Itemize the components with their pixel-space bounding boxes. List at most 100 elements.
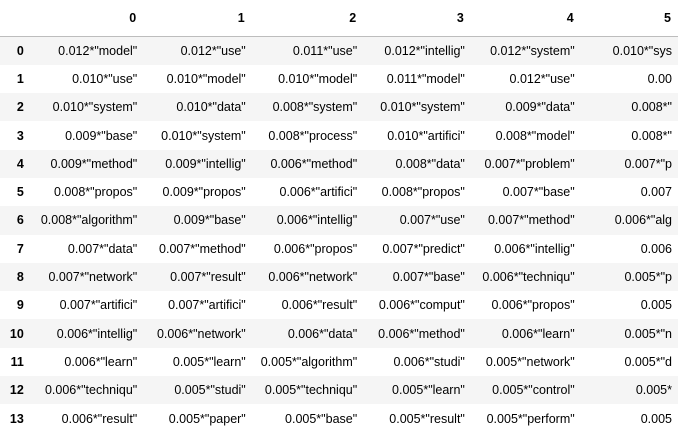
table-cell: 0.007*"problem"	[484, 156, 575, 171]
table-row: 12 0.006*"techniqu" 0.005*"studi" 0.005*"te…	[0, 376, 678, 405]
table-cell: 0.005	[640, 298, 672, 313]
table-cell: 0.008*"model"	[495, 128, 575, 143]
table-cell: 0.009*"data"	[505, 100, 575, 115]
row-index: 7	[16, 241, 24, 256]
table-cell: 0.008*"propos"	[381, 185, 465, 200]
table-cell: 0.007*"use"	[399, 213, 465, 228]
table-cell: 0.005*"techniqu"	[264, 383, 358, 398]
table-cell: 0.010*"use"	[72, 71, 138, 86]
table-cell: 0.005*"studi"	[174, 383, 246, 398]
table-cell: 0.006*"intellig"	[494, 241, 575, 256]
row-index: 10	[9, 326, 24, 341]
table-cell: 0.008*"	[631, 100, 672, 115]
table-cell: 0.012*"intellig"	[384, 43, 465, 58]
table-cell: 0.005*"paper"	[168, 411, 246, 426]
table-cell: 0.006*"artifici"	[279, 185, 358, 200]
table-cell: 0.005*"p	[624, 270, 672, 285]
row-index: 1	[16, 71, 24, 86]
column-header: 5	[580, 0, 678, 37]
table-cell: 0.005*"perform"	[486, 411, 575, 426]
table-row: 13 0.006*"result" 0.005*"paper" 0.005*"base…	[0, 404, 678, 433]
table-cell: 0.006*"learn"	[501, 326, 575, 341]
row-index: 13	[9, 411, 24, 426]
table-cell: 0.005*"algorithm"	[260, 354, 358, 369]
table-cell: 0.007*"data"	[67, 241, 138, 256]
table-cell: 0.012*"use"	[509, 71, 575, 86]
table-cell: 0.007*"predict"	[382, 241, 465, 256]
table-cell: 0.006*"intellig"	[276, 213, 358, 228]
row-index: 5	[16, 185, 24, 200]
table-cell: 0.006*"intellig"	[56, 326, 138, 341]
table-cell: 0.006*"propos"	[491, 298, 575, 313]
table-row: 3 0.009*"base" 0.010*"system" 0.008*"proces…	[0, 121, 678, 150]
row-index: 3	[16, 128, 24, 143]
table-cell: 0.007*"base"	[502, 185, 575, 200]
table-cell: 0.006*"learn"	[64, 354, 138, 369]
column-header: 2	[251, 0, 364, 37]
table-cell: 0.006*"alg	[614, 213, 672, 228]
table-cell: 0.005*"learn"	[172, 354, 246, 369]
table-row: 8 0.007*"network" 0.007*"result" 0.006*"net…	[0, 262, 678, 292]
table-cell: 0.006	[640, 241, 672, 256]
table-cell: 0.008*"system"	[272, 100, 358, 115]
table-cell: 0.008*"propos"	[54, 185, 138, 200]
row-index: 8	[16, 270, 24, 285]
row-index: 9	[16, 298, 24, 313]
column-header: 4	[470, 0, 581, 37]
column-header: 1	[143, 0, 252, 37]
table-cell: 0.006*"studi"	[393, 354, 465, 369]
table-cell: 0.006*"techniqu"	[44, 383, 138, 398]
row-index: 2	[16, 100, 24, 115]
table-row: 11 0.006*"learn" 0.005*"learn" 0.005*"algor…	[0, 347, 678, 377]
table-cell: 0.011*"model"	[386, 71, 465, 86]
table-cell: 0.005*"base"	[285, 411, 358, 426]
table-cell: 0.008*"	[631, 128, 672, 143]
table-cell: 0.007*"p	[624, 156, 672, 171]
column-header: 0	[31, 0, 144, 37]
table-cell: 0.010*"model"	[278, 71, 358, 86]
row-index: 12	[9, 383, 24, 398]
row-index: 6	[16, 213, 24, 228]
row-index: 11	[10, 354, 24, 369]
table-cell: 0.005*"control"	[492, 383, 575, 398]
table-row: 1 0.010*"use" 0.010*"model" 0.010*"model" 0.…	[0, 64, 678, 94]
table-cell: 0.006*"comput"	[378, 298, 465, 313]
table-cell: 0.007*"artifici"	[168, 298, 246, 313]
table-cell: 0.009*"intellig"	[165, 156, 246, 171]
table-cell: 0.012*"model"	[58, 43, 138, 58]
table-cell: 0.007*"network"	[48, 270, 138, 285]
table-cell: 0.009*"method"	[50, 156, 138, 171]
table-cell: 0.009*"base"	[65, 128, 138, 143]
table-cell: 0.006*"propos"	[273, 241, 358, 256]
table-cell: 0.005*"n	[624, 326, 672, 341]
table-cell: 0.007*"result"	[170, 270, 246, 285]
table-row: 7 0.007*"data" 0.007*"method" 0.006*"propos…	[0, 234, 678, 263]
table-cell: 0.012*"system"	[490, 43, 575, 58]
table-cell: 0.010*"sys	[612, 43, 672, 58]
table-cell: 0.007*"method"	[487, 213, 575, 228]
table-cell: 0.005*	[635, 383, 672, 398]
table-cell: 0.007	[640, 185, 672, 200]
table-cell: 0.005	[640, 411, 672, 426]
table-cell: 0.007*"method"	[159, 241, 246, 256]
table-cell: 0.006*"method"	[270, 156, 358, 171]
table-cell: 0.010*"artifici"	[387, 128, 465, 143]
table-cell: 0.007*"base"	[392, 270, 465, 285]
table-row: 4 0.009*"method" 0.009*"intellig" 0.006*"me…	[0, 149, 678, 178]
table-cell: 0.010*"system"	[380, 100, 465, 115]
table-cell: 0.006*"result"	[281, 298, 358, 313]
table-cell: 0.006*"network"	[268, 270, 358, 285]
table-cell: 0.008*"data"	[395, 156, 465, 171]
table-cell: 0.005*"result"	[389, 411, 465, 426]
table-cell: 0.008*"process"	[268, 128, 358, 143]
table-row: 0 0.012*"model" 0.012*"use" 0.011*"use" 0.01…	[0, 36, 678, 65]
table-cell: 0.010*"system"	[161, 128, 246, 143]
table-cell: 0.005*"d	[624, 354, 672, 369]
table-cell: 0.00	[647, 71, 672, 86]
table-row: 5 0.008*"propos" 0.009*"propos" 0.006*"arti…	[0, 177, 678, 207]
row-index: 0	[16, 43, 24, 58]
